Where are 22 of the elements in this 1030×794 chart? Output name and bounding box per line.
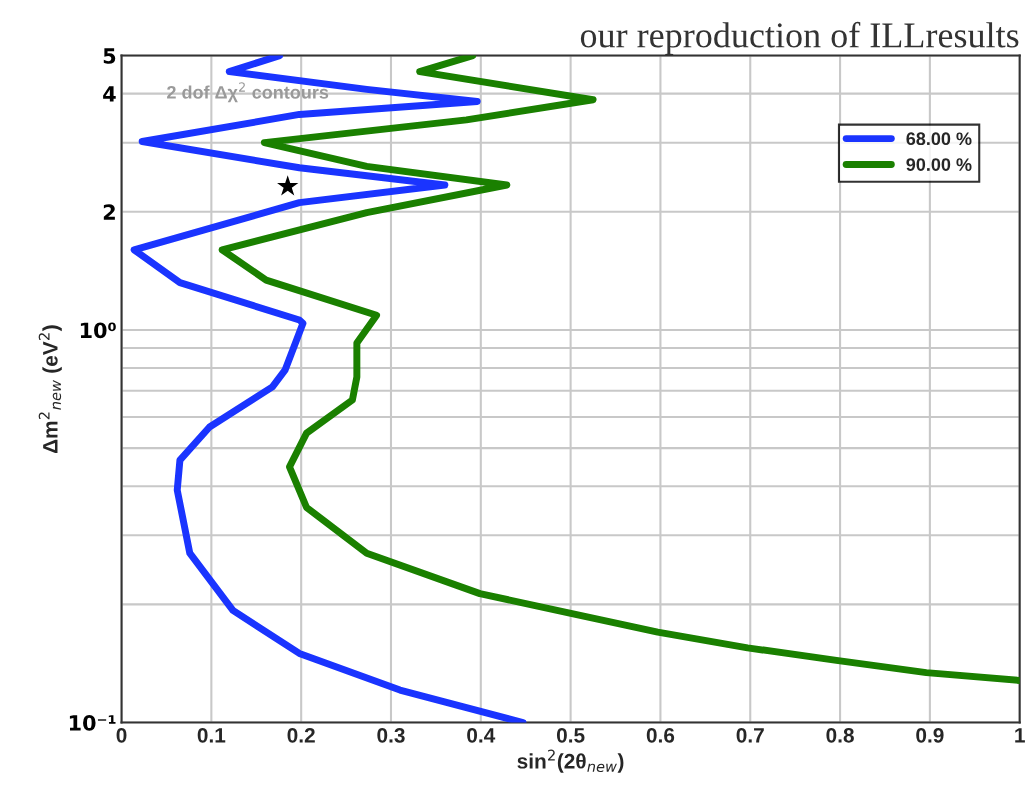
- legend-label: 68.00 %: [906, 132, 972, 146]
- x-tick-label: 0.9: [916, 727, 944, 743]
- annotation: 2 dof Δχ$^{2}$ contours: [167, 82, 329, 103]
- x-tick-label: 0.1: [197, 727, 226, 743]
- x-axis-title: sin$^{2}$(2θ$_{new}$): [517, 749, 624, 773]
- chart-title: our reproduction of ILLresults: [580, 21, 1019, 55]
- x-tick-label: 0.3: [377, 727, 405, 743]
- y-tick-label: 5: [103, 48, 116, 64]
- y-tick-label: 10⁰: [80, 322, 116, 339]
- x-tick-label: 1: [1015, 728, 1025, 743]
- x-tick-label: 0.7: [736, 727, 764, 743]
- x-tick-label: 0.2: [287, 727, 315, 743]
- y-tick-label: 4: [103, 86, 116, 102]
- y-tick-label: 2: [103, 204, 115, 220]
- x-tick-label: 0.4: [467, 727, 496, 743]
- x-tick-label: 0.5: [556, 727, 585, 743]
- y-tick-label: 10⁻¹: [69, 714, 116, 731]
- x-tick-label: 0.6: [646, 727, 675, 743]
- legend-label: 90.00 %: [906, 158, 972, 171]
- y-axis-title: Δm$^{2}$$_{new}$ (eV$^{2}$): [38, 325, 62, 454]
- x-tick-label: 0: [116, 727, 127, 743]
- x-tick-label: 0.8: [826, 727, 854, 743]
